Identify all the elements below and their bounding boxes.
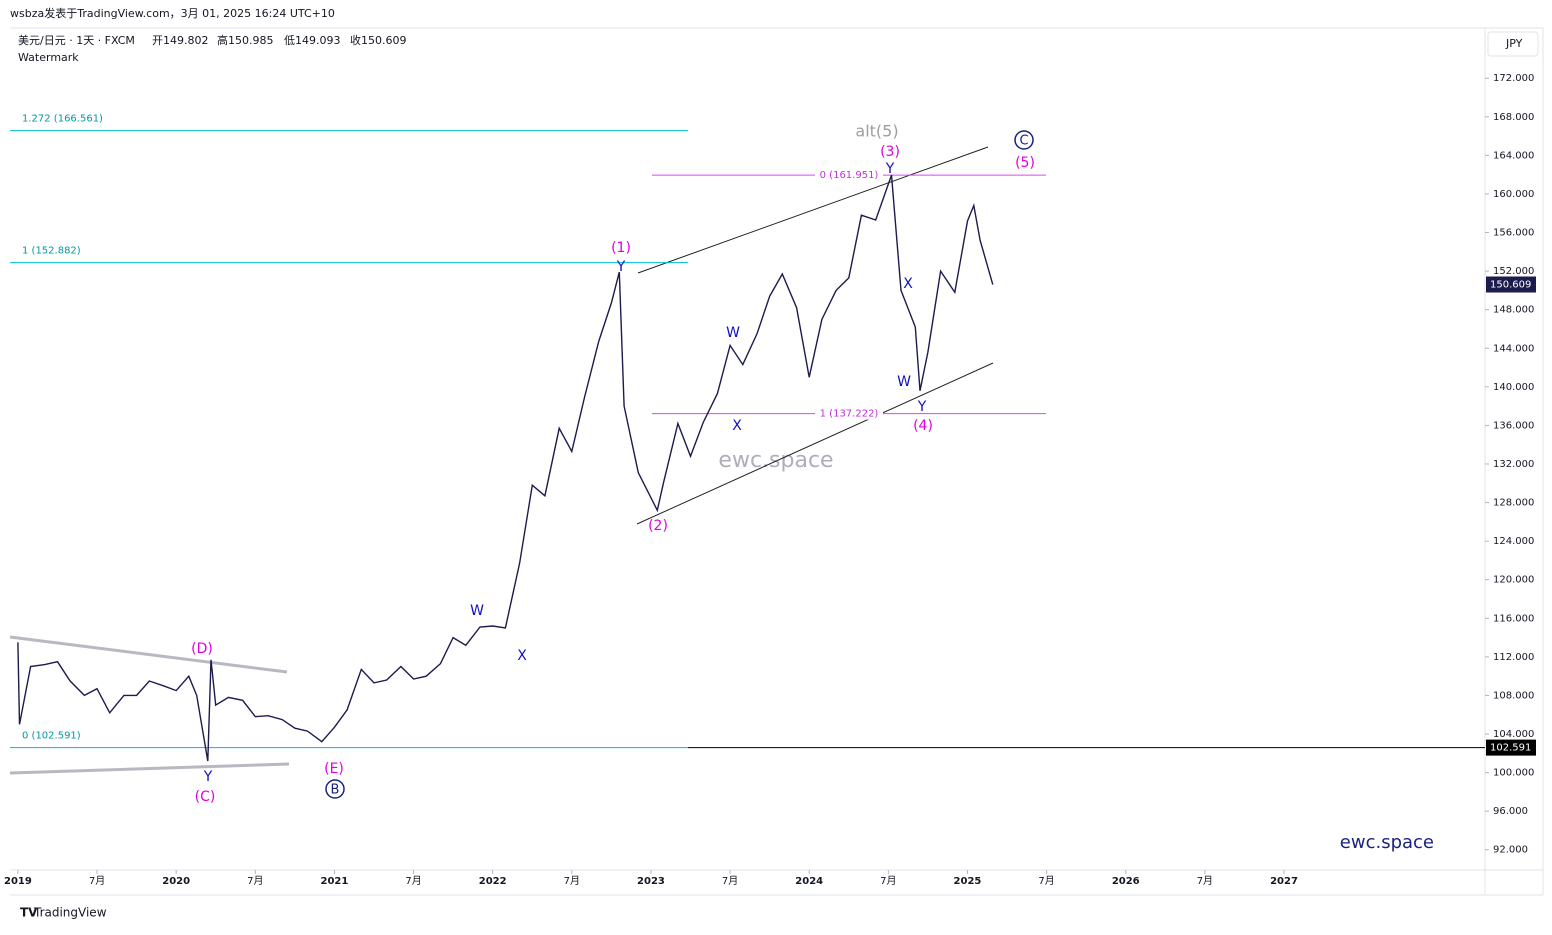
y-tick-label: 124.000 (1493, 536, 1534, 547)
x-tick-label: 7月 (722, 875, 738, 887)
wave-label: C (1019, 134, 1028, 149)
brand: TradingView (33, 906, 107, 920)
indicator-name: Watermark (18, 51, 79, 64)
tv-logo: TV (20, 906, 38, 920)
y-tick-label: 160.000 (1493, 189, 1534, 200)
wave-label: Y (616, 259, 626, 275)
y-tick-label: 172.000 (1493, 73, 1534, 84)
x-tick-label: 2026 (1112, 876, 1140, 887)
y-tick-label: 128.000 (1493, 498, 1534, 509)
x-tick-label: 7月 (247, 875, 263, 887)
price-line (17, 174, 994, 762)
wave-label: (2) (648, 518, 668, 534)
x-tick-label: 2022 (479, 876, 507, 887)
wave-label: (4) (913, 418, 933, 434)
fib-label: 1 (137.222) (820, 409, 879, 420)
y-tick-label: 132.000 (1493, 459, 1534, 470)
y-tick-label: 108.000 (1493, 690, 1534, 701)
wave-label: X (517, 648, 527, 664)
wave-label: (3) (880, 144, 900, 160)
watermark-corner: ewc.space (1340, 832, 1434, 853)
x-tick-label: 2020 (162, 876, 190, 887)
wave-label: B (331, 783, 340, 798)
wave-circle (1014, 130, 1034, 150)
currency-button[interactable] (1487, 31, 1539, 57)
trend-line (9, 762, 290, 775)
watermark-center: ewc.space (718, 448, 833, 473)
wave-label: (1) (611, 240, 631, 256)
x-tick-label: 7月 (880, 875, 896, 887)
x-tick-label: 7月 (1197, 875, 1213, 887)
x-tick-label: 7月 (1038, 875, 1054, 887)
byline: wsbza发表于TradingView.com，3月 01, 2025 16:2… (10, 6, 335, 20)
currency[interactable]: JPY (1505, 37, 1523, 50)
x-tick-label: 2025 (954, 876, 982, 887)
wave-label: (5) (1015, 155, 1035, 171)
fib-label: 0 (161.951) (820, 170, 879, 181)
wave-label: X (732, 418, 742, 434)
price-badge-label: 102.591 (1490, 743, 1531, 754)
x-tick-label: 2027 (1270, 876, 1298, 887)
wave-circle (325, 779, 345, 799)
x-tick-label: 2019 (4, 876, 32, 887)
wave-label: (C) (195, 789, 216, 805)
y-tick-label: 148.000 (1493, 305, 1534, 316)
wave-label: W (470, 603, 484, 619)
fib-label-bg (815, 407, 883, 420)
wave-label: (E) (324, 761, 344, 777)
y-tick-label: 164.000 (1493, 150, 1534, 161)
wave-label: X (903, 276, 913, 292)
fib-label: 0 (102.591) (22, 731, 81, 742)
ohlc-close: 收150.609 (350, 33, 407, 47)
x-tick-label: 7月 (89, 875, 105, 887)
y-tick-label: 152.000 (1493, 266, 1534, 277)
ohlc-open: 开149.802 (152, 34, 209, 47)
price-badge (1486, 276, 1536, 293)
y-tick-label: 120.000 (1493, 575, 1534, 586)
x-tick-label: 2023 (637, 876, 665, 887)
trend-line (637, 146, 989, 274)
price-badge-label: 150.609 (1490, 280, 1531, 291)
wave-label: W (897, 374, 911, 390)
y-tick-label: 140.000 (1493, 382, 1534, 393)
y-tick-label: 116.000 (1493, 613, 1534, 624)
symbol: 美元/日元 · 1天 · FXCM (18, 34, 135, 47)
y-tick-label: 96.000 (1493, 806, 1528, 817)
y-tick-label: 168.000 (1493, 112, 1534, 123)
wave-label: alt(5) (855, 122, 898, 141)
ohlc-low: 低149.093 (284, 34, 341, 47)
y-tick-label: 112.000 (1493, 652, 1534, 663)
fib-label: 1.272 (166.561) (22, 114, 103, 125)
y-tick-label: 104.000 (1493, 729, 1534, 740)
y-tick-label: 92.000 (1493, 845, 1528, 856)
y-tick-label: 144.000 (1493, 343, 1534, 354)
wave-label: Y (885, 161, 895, 177)
x-tick-label: 7月 (564, 875, 580, 887)
x-tick-label: 7月 (405, 875, 421, 887)
trend-line (636, 362, 994, 525)
wave-label: Y (203, 769, 213, 785)
price-badge (1486, 739, 1536, 756)
x-tick-label: 2021 (321, 876, 349, 887)
fib-label-bg (815, 169, 883, 182)
wave-label: Y (917, 399, 927, 415)
ohlc-high: 高150.985 (217, 33, 274, 47)
fib-label: 1 (152.882) (22, 246, 81, 257)
wave-label: (D) (191, 641, 213, 657)
x-tick-label: 2024 (795, 876, 823, 887)
trend-line (9, 635, 288, 674)
y-tick-label: 136.000 (1493, 420, 1534, 431)
y-tick-label: 156.000 (1493, 228, 1534, 239)
wave-label: W (726, 325, 740, 341)
y-tick-label: 100.000 (1493, 768, 1534, 779)
